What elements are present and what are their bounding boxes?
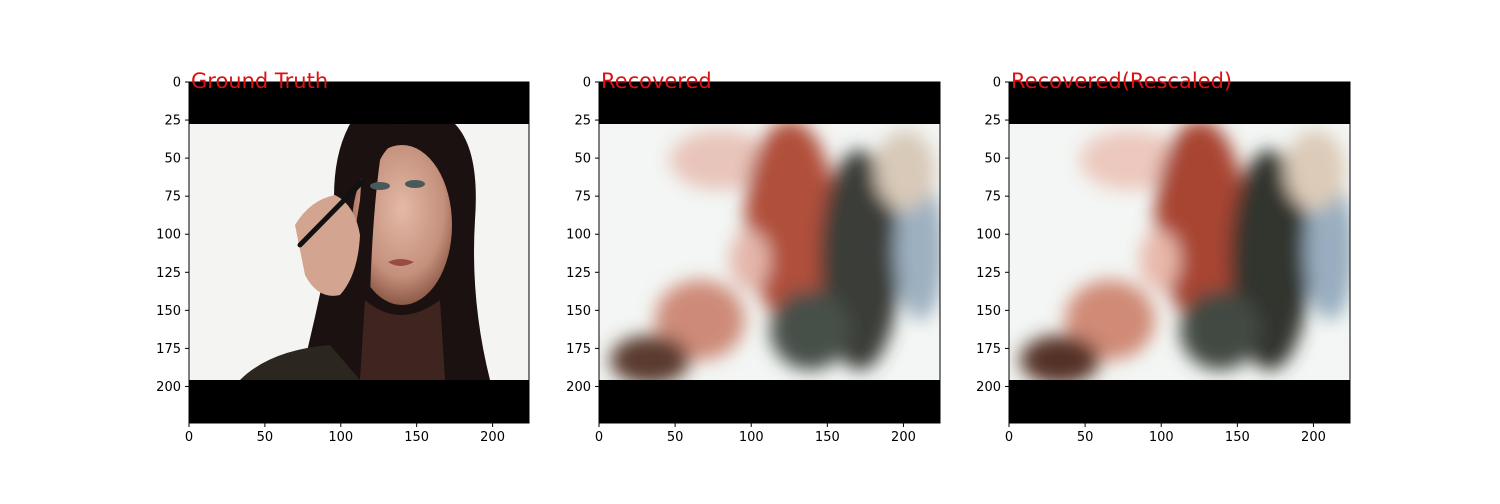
image-bottom-letterbox bbox=[189, 380, 529, 423]
y-tick-label: 200 bbox=[976, 380, 1001, 395]
image-bottom-letterbox bbox=[1009, 380, 1350, 423]
lips bbox=[388, 259, 414, 266]
y-tick-label: 175 bbox=[566, 342, 591, 357]
panel-recovered-rescaled bbox=[1009, 82, 1350, 423]
axes-frame bbox=[1008, 81, 1351, 424]
image-top-letterbox bbox=[1009, 82, 1350, 124]
panel-title: Ground Truth bbox=[191, 69, 328, 93]
y-tick-label: 150 bbox=[156, 304, 181, 319]
image-bottom-letterbox bbox=[599, 380, 940, 423]
makeup-pencil bbox=[297, 179, 365, 248]
y-tick-label: 75 bbox=[984, 190, 1001, 205]
neck bbox=[360, 300, 445, 380]
axes-panel-2: 0 50 100 150 200 0 25 50 75 100 125 150 175 200 Recove… bbox=[976, 69, 1351, 445]
y-tick-label: 0 bbox=[173, 76, 181, 91]
y-tick-label: 25 bbox=[574, 114, 591, 129]
y-tick-label: 175 bbox=[976, 342, 1001, 357]
x-tick-label: 50 bbox=[667, 430, 684, 445]
x-tick-label: 50 bbox=[1077, 430, 1094, 445]
y-tick-label: 25 bbox=[164, 114, 181, 129]
recovered-rescaled-image bbox=[1020, 124, 1350, 380]
x-tick-label: 150 bbox=[1225, 430, 1250, 445]
y-tick-label: 125 bbox=[156, 266, 181, 281]
x-tick-label: 100 bbox=[739, 430, 764, 445]
y-tick-label: 150 bbox=[566, 304, 591, 319]
y-tick-label: 100 bbox=[976, 228, 1001, 243]
axes-panel-0: 0 50 100 150 200 0 25 50 75 100 125 150 175 200 Ground… bbox=[156, 69, 530, 445]
eye-left bbox=[370, 182, 390, 190]
image-top-letterbox bbox=[599, 82, 940, 124]
y-tick-label: 50 bbox=[164, 152, 181, 167]
hair-front bbox=[345, 124, 430, 310]
eye-right bbox=[405, 180, 425, 188]
y-tick-label: 75 bbox=[574, 190, 591, 205]
y-tick-label: 150 bbox=[976, 304, 1001, 319]
y-tick-label: 0 bbox=[993, 76, 1001, 91]
y-tick-label: 125 bbox=[566, 266, 591, 281]
axes-panel-1: 0 50 100 150 200 0 25 50 75 100 125 150 175 200 Recove… bbox=[566, 69, 941, 445]
hand bbox=[295, 195, 360, 296]
y-tick-label: 50 bbox=[574, 152, 591, 167]
x-tick-label: 50 bbox=[257, 430, 274, 445]
panel-ground-truth bbox=[189, 82, 529, 423]
y-tick-label: 200 bbox=[566, 380, 591, 395]
axes-frame bbox=[598, 81, 941, 424]
axes-layer: 0 50 100 150 200 0 25 50 75 100 125 150 175 200 Ground… bbox=[156, 69, 1351, 445]
x-tick-label: 200 bbox=[1301, 430, 1326, 445]
y-tick-label: 50 bbox=[984, 152, 1001, 167]
y-tick-label: 200 bbox=[156, 380, 181, 395]
panel-recovered bbox=[599, 82, 940, 423]
x-tick-label: 200 bbox=[891, 430, 916, 445]
panel-title: Recovered bbox=[601, 69, 712, 93]
y-tick-label: 100 bbox=[566, 228, 591, 243]
image-top-letterbox bbox=[189, 82, 529, 124]
x-tick-label: 100 bbox=[1149, 430, 1174, 445]
x-tick-label: 150 bbox=[404, 430, 429, 445]
x-tick-label: 150 bbox=[815, 430, 840, 445]
y-tick-label: 100 bbox=[156, 228, 181, 243]
y-tick-label: 0 bbox=[583, 76, 591, 91]
panel-title: Recovered(Rescaled) bbox=[1011, 69, 1232, 93]
recovered-image bbox=[610, 124, 940, 380]
x-tick-label: 200 bbox=[480, 430, 505, 445]
x-tick-label: 0 bbox=[1005, 430, 1013, 445]
x-tick-label: 0 bbox=[185, 430, 193, 445]
woman-photo bbox=[240, 124, 490, 380]
x-tick-label: 0 bbox=[595, 430, 603, 445]
y-tick-label: 175 bbox=[156, 342, 181, 357]
y-tick-label: 75 bbox=[164, 190, 181, 205]
shirt bbox=[240, 345, 360, 380]
y-tick-label: 25 bbox=[984, 114, 1001, 129]
x-tick-label: 100 bbox=[328, 430, 353, 445]
y-tick-label: 125 bbox=[976, 266, 1001, 281]
axes-frame bbox=[188, 81, 530, 424]
